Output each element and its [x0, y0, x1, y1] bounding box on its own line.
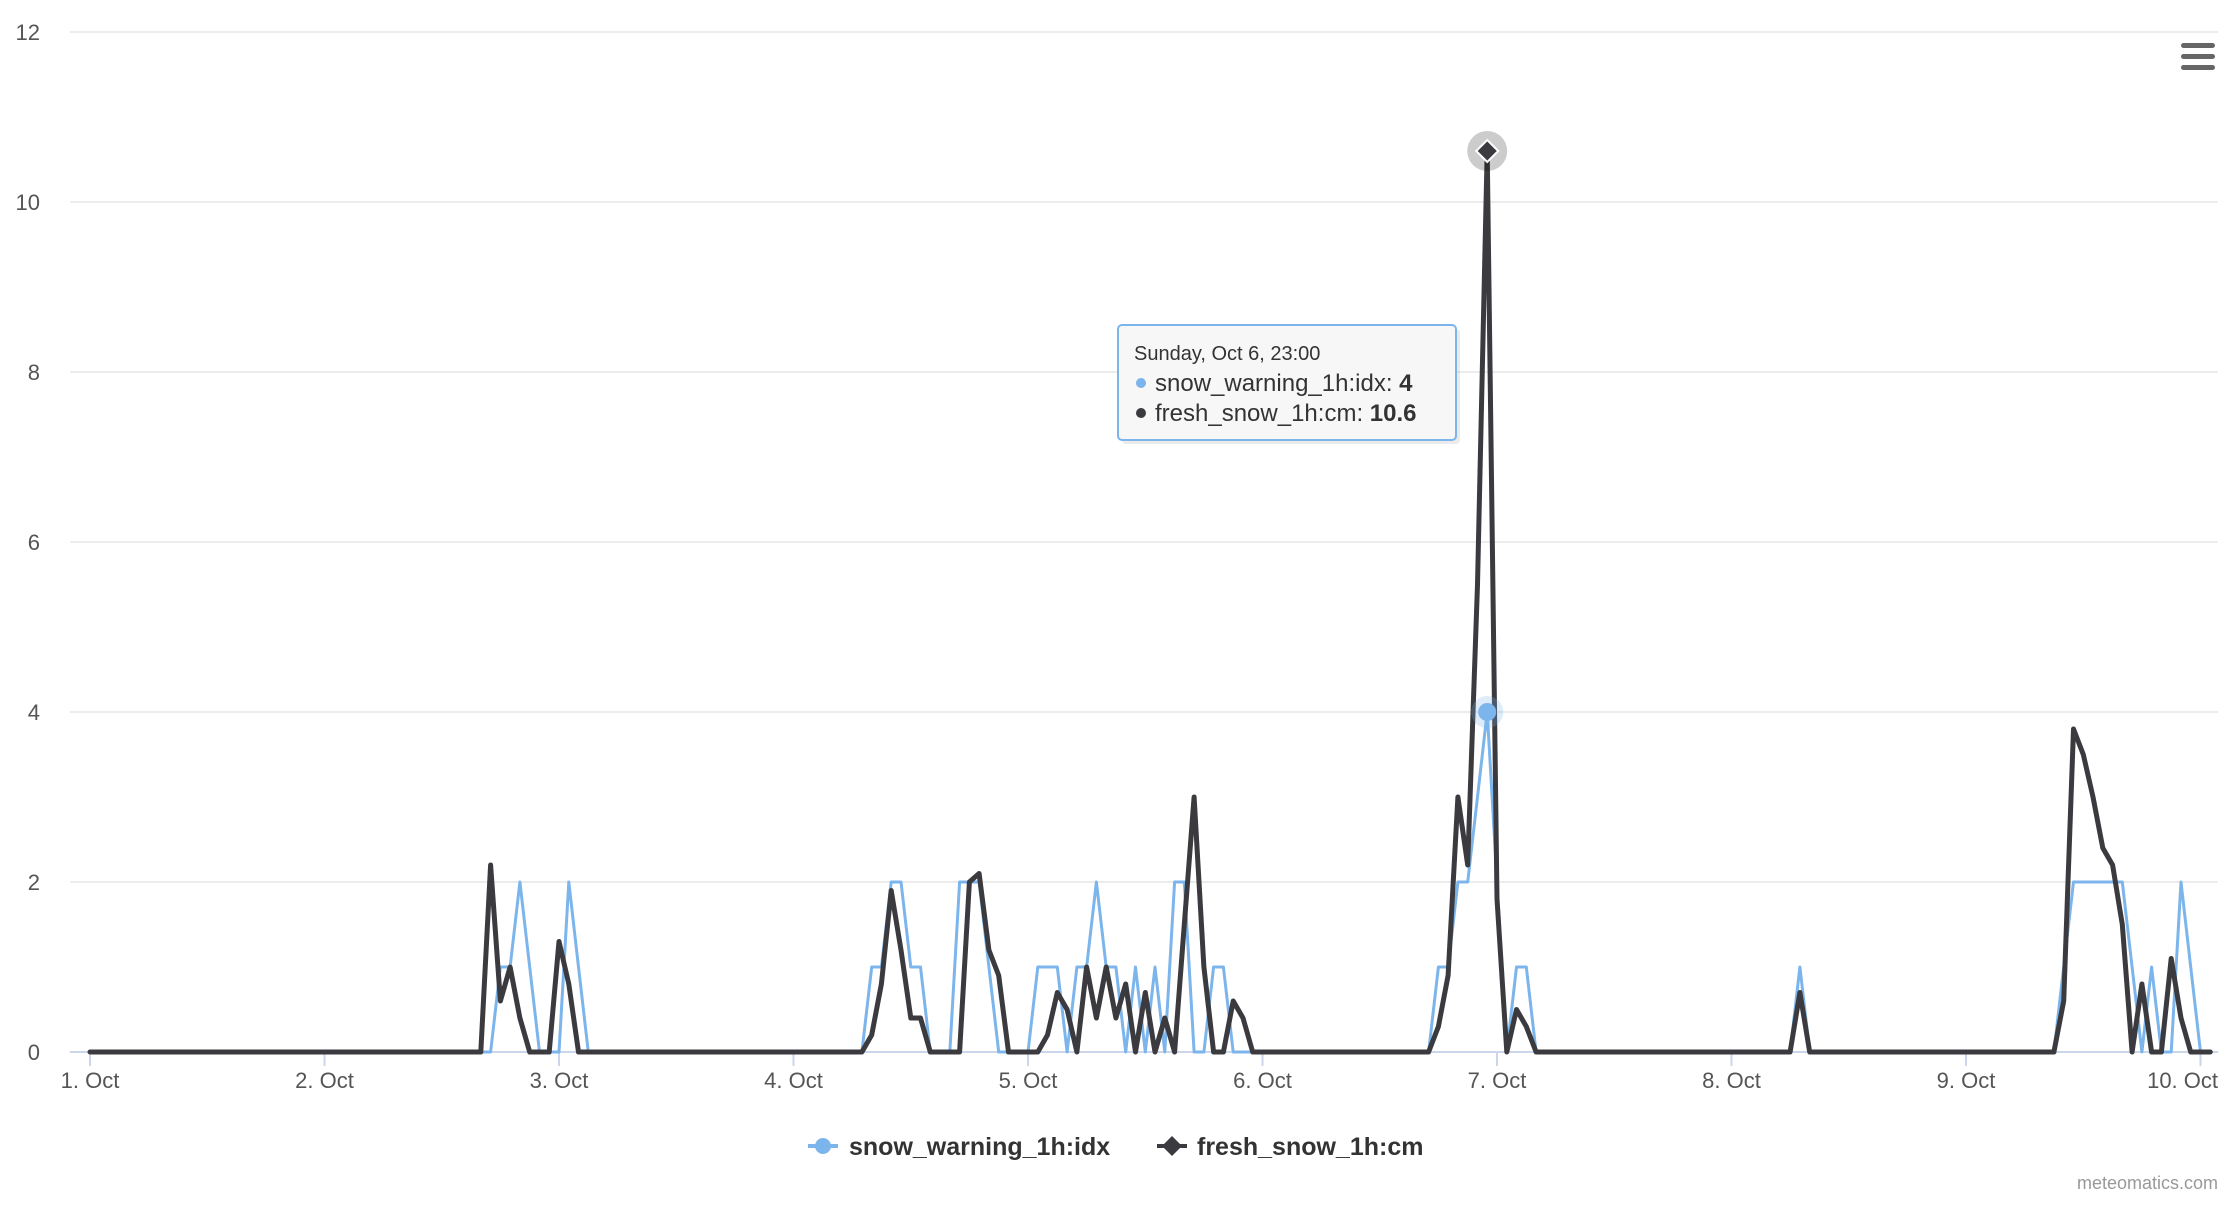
hover-marker-fresh-snow: [1474, 138, 1500, 164]
tooltip-row-fresh-snow: fresh_snow_1h:cm: 10.6: [1155, 400, 1417, 427]
y-tick-label-4: 4: [28, 700, 40, 725]
y-tick-label-0: 0: [28, 1040, 40, 1065]
tooltip-series-fresh-snow: fresh_snow_1h:cm: [1155, 400, 1356, 427]
tooltip-colon-1: :: [1356, 400, 1369, 427]
hover-markers: [1467, 131, 1508, 728]
hover-marker-snow-warning: [1478, 703, 1497, 721]
x-tick-label-1: 1. Oct: [61, 1068, 120, 1093]
y-tick-label-2: 2: [28, 870, 40, 895]
legend-marker-snow-warning: [815, 1138, 831, 1154]
credit-link[interactable]: meteomatics.com: [2077, 1173, 2218, 1193]
y-tick-label-10: 10: [16, 190, 40, 215]
series-line-fresh-snow[interactable]: [87, 148, 2213, 1055]
legend-item-fresh-snow[interactable]: fresh_snow_1h:cm: [1157, 1133, 1423, 1161]
series-line-snow-warning[interactable]: [88, 710, 2212, 1054]
chart-menu-button[interactable]: [2176, 36, 2220, 76]
tooltip-bullet-fresh-snow: [1136, 408, 1146, 418]
chart-legend: snow_warning_1h:idx fresh_snow_1h:cm: [808, 1133, 1423, 1161]
x-tick-label-7: 7. Oct: [1468, 1068, 1527, 1093]
tooltip-value-snow-warning: 4: [1399, 370, 1413, 397]
tooltip-row-snow-warning: snow_warning_1h:idx: 4: [1155, 370, 1413, 397]
grid-lines: [70, 31, 2218, 883]
tooltip-header: Sunday, Oct 6, 23:00: [1134, 343, 1320, 365]
x-tick-label-6: 6. Oct: [1233, 1068, 1292, 1093]
plot-series[interactable]: [87, 148, 2213, 1055]
tooltip: Sunday, Oct 6, 23:00 snow_warning_1h:idx…: [1117, 324, 1460, 444]
y-tick-label-8: 8: [28, 360, 40, 385]
tooltip-colon-0: :: [1386, 370, 1399, 397]
x-tick-label-3: 3. Oct: [530, 1068, 589, 1093]
x-tick-label-2: 2. Oct: [295, 1068, 354, 1093]
x-tick-label-10: 10. Oct: [2147, 1068, 2218, 1093]
legend-marker-fresh-snow: [1162, 1136, 1182, 1156]
legend-label-snow-warning: snow_warning_1h:idx: [849, 1133, 1110, 1161]
tooltip-value-fresh-snow: 10.6: [1370, 400, 1417, 427]
tooltip-series-snow-warning: snow_warning_1h:idx: [1155, 370, 1386, 397]
y-tick-label-6: 6: [28, 530, 40, 555]
y-axis-labels: 0 2 4 6 8 10 12: [16, 20, 40, 1065]
hamburger-menu-icon: [2181, 43, 2215, 70]
x-tick-label-9: 9. Oct: [1937, 1068, 1996, 1093]
y-tick-label-12: 12: [16, 20, 40, 45]
x-tick-label-8: 8. Oct: [1702, 1068, 1761, 1093]
x-axis-labels: 1. Oct 2. Oct 3. Oct 4. Oct 5. Oct 6. Oct 7. O…: [61, 1068, 2218, 1093]
x-tick-label-5: 5. Oct: [999, 1068, 1058, 1093]
x-tick-label-4: 4. Oct: [764, 1068, 823, 1093]
legend-label-fresh-snow: fresh_snow_1h:cm: [1197, 1133, 1423, 1161]
legend-item-snow-warning[interactable]: snow_warning_1h:idx: [808, 1133, 1110, 1161]
tooltip-bullet-snow-warning: [1136, 378, 1146, 388]
tooltip-box: [1117, 324, 1457, 441]
